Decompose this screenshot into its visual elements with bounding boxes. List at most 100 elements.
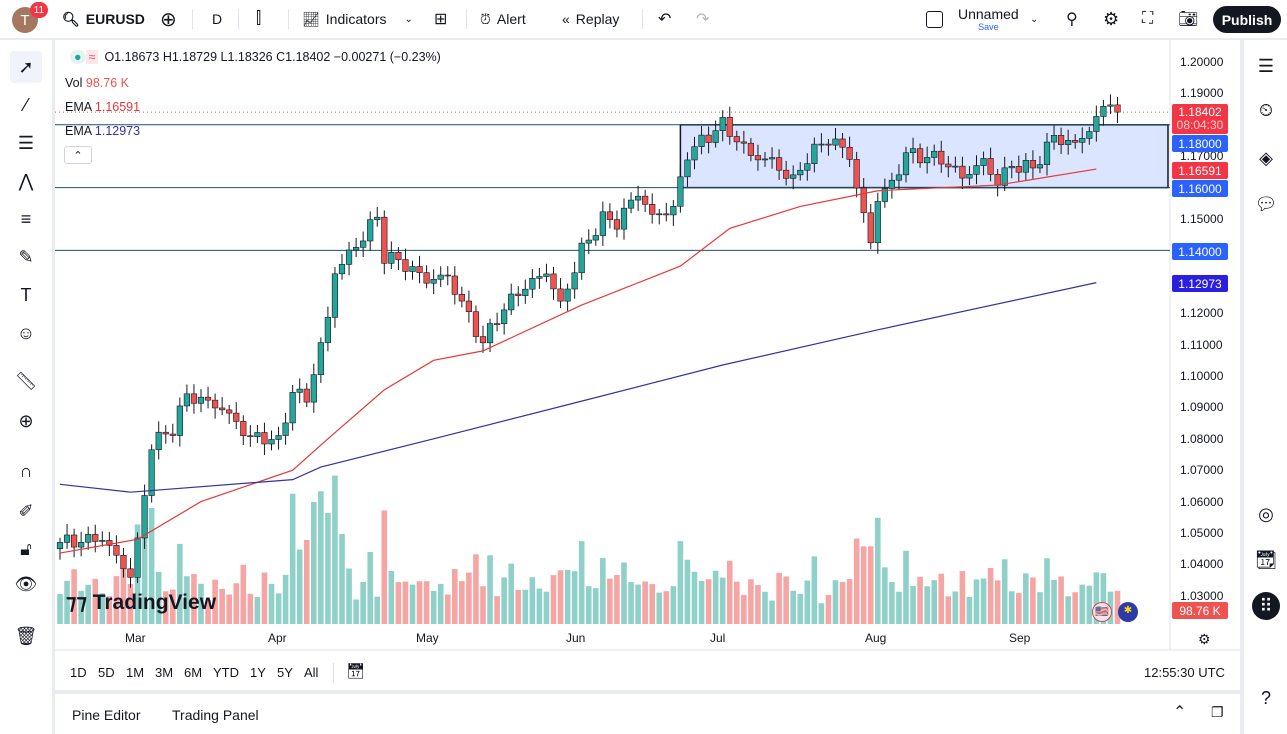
range-1m[interactable]: 1M — [126, 665, 145, 680]
text-icon[interactable]: T — [20, 284, 32, 305]
volume-bar — [1051, 579, 1057, 624]
indicators-button[interactable]: 📈︎ Indicators ⌄ — [302, 0, 413, 38]
candles-icon[interactable]: ⫿ — [256, 10, 262, 27]
candle-body — [472, 311, 480, 337]
redo-icon[interactable]: ↷ — [696, 11, 710, 28]
range-3m[interactable]: 3M — [155, 665, 174, 680]
magnet-icon[interactable]: ∩ — [19, 460, 33, 481]
goto-date-icon[interactable]: 📅︎ — [346, 663, 366, 680]
layout-name-button[interactable]: Unnamed Save — [958, 6, 1019, 32]
volume-bar — [529, 577, 536, 624]
interval-button[interactable]: D — [212, 11, 223, 27]
data-status-icon[interactable]: ≈ — [85, 50, 99, 64]
eu-flag-event-icon[interactable]: ✱ — [1118, 602, 1138, 622]
volume-bar — [381, 510, 388, 624]
ema-long-line — [59, 282, 1097, 493]
pencil-lock-icon[interactable]: ✐ — [18, 500, 34, 521]
candle-body — [501, 309, 508, 325]
candle-body — [902, 152, 910, 176]
candle-body — [642, 195, 649, 205]
candle-body — [790, 174, 797, 179]
volume-bar — [910, 586, 916, 624]
help-icon[interactable]: ? — [1260, 687, 1271, 708]
price-tick: 1.15000 — [1180, 212, 1224, 226]
layers-icon[interactable]: ◈ — [1259, 147, 1273, 168]
candle-body — [275, 435, 282, 440]
clock-timezone[interactable]: 12:55:30 UTC — [1144, 665, 1225, 680]
volume-bar — [938, 573, 945, 624]
candle-body — [712, 130, 719, 143]
us-flag-event-icon[interactable]: 🇺🇸︎ — [1092, 602, 1112, 622]
candle-body — [783, 169, 790, 179]
range-1d[interactable]: 1D — [70, 665, 87, 680]
range-1y[interactable]: 1Y — [250, 665, 266, 680]
notification-badge: 11 — [30, 2, 48, 18]
horizontal-lines-icon[interactable]: ☰ — [17, 132, 35, 153]
legend-ema-2[interactable]: EMA 1.12973 — [65, 124, 141, 138]
candle-body — [543, 273, 550, 277]
replay-button[interactable]: « Replay — [562, 0, 619, 38]
candle-body — [402, 259, 409, 272]
alert-button[interactable]: ⏰︎ Alert — [480, 0, 526, 38]
range-5y[interactable]: 5Y — [277, 665, 293, 680]
legend-volume[interactable]: Vol 98.76 K — [65, 76, 129, 90]
candle-body — [148, 449, 155, 496]
volume-bar — [557, 570, 564, 624]
candle-body — [571, 272, 578, 290]
candle-body — [113, 545, 120, 556]
layout-chevron-icon[interactable]: ⌄ — [1030, 13, 1039, 25]
fullscreen-icon[interactable]: ⛶ — [1142, 10, 1154, 27]
alerts-clock-icon[interactable]: ⏲ — [1258, 99, 1274, 120]
quick-search-icon[interactable]: ⚲ — [1066, 11, 1078, 28]
emoji-icon[interactable]: ☺ — [16, 322, 36, 343]
range-ytd[interactable]: YTD — [213, 665, 239, 680]
layout-checkbox[interactable] — [926, 0, 943, 38]
volume-bar — [959, 571, 966, 624]
fib-icon[interactable]: ≡ — [20, 208, 32, 229]
pattern-icon[interactable]: ⋀ — [18, 170, 34, 191]
axis-settings-icon[interactable]: ⚙ — [1198, 631, 1211, 647]
candle-body — [226, 409, 233, 414]
chevron-up-icon[interactable]: ⌃ — [1173, 704, 1187, 721]
candle-body — [938, 150, 945, 165]
camera-icon[interactable]: 📷︎ — [1178, 11, 1199, 28]
lock-icon[interactable]: 🔓︎ — [20, 538, 32, 559]
candle-body — [909, 148, 917, 154]
apps-grid-icon[interactable]: ⠿ — [1252, 592, 1280, 620]
eye-icon[interactable]: 👁︎ — [14, 573, 38, 594]
trendline-icon[interactable]: ⁄ — [24, 94, 28, 115]
volume-bar — [212, 579, 218, 624]
brush-icon[interactable]: ✎ — [18, 246, 34, 267]
undo-icon[interactable]: ↶ — [658, 11, 672, 28]
range-all[interactable]: All — [304, 665, 319, 680]
templates-icon[interactable]: ⊞ — [434, 11, 448, 28]
x-label: Jun — [566, 631, 586, 645]
volume-bar — [409, 584, 416, 624]
symbol-search[interactable]: 🔍︎ EURUSD — [62, 0, 145, 38]
collapse-legend-icon[interactable]: ⌃ — [64, 146, 92, 164]
calendar-icon[interactable]: 📆︎ — [1254, 549, 1278, 570]
market-status-icon[interactable]: ● — [70, 50, 86, 64]
trash-icon[interactable]: 🗑︎ — [14, 625, 38, 646]
legend-ema-1[interactable]: EMA 1.16591 — [65, 100, 141, 114]
cursor-icon[interactable]: ➚ — [10, 51, 42, 83]
settings-gear-icon[interactable]: ⚙ — [1103, 8, 1120, 29]
ruler-icon[interactable]: 📏︎ — [14, 370, 38, 391]
maximize-icon[interactable]: ❐ — [1211, 704, 1224, 720]
pine-editor-tab[interactable]: Pine Editor — [72, 707, 141, 723]
volume-bar — [825, 594, 832, 624]
volume-bar — [663, 591, 670, 624]
volume-bar — [719, 577, 726, 624]
watchlist-icon[interactable]: ☰ — [1257, 55, 1275, 76]
publish-button[interactable]: Publish — [1213, 6, 1281, 33]
volume-bar — [374, 596, 381, 624]
compare-add-icon[interactable]: ⊕ — [160, 8, 177, 31]
chat-icon[interactable]: 💬︎ — [1254, 193, 1278, 214]
range-6m[interactable]: 6M — [184, 665, 203, 680]
target-icon[interactable]: ◎ — [1258, 503, 1274, 524]
volume-bar — [515, 589, 522, 624]
trading-panel-tab[interactable]: Trading Panel — [172, 707, 259, 723]
range-5d[interactable]: 5D — [98, 665, 115, 680]
zoom-in-icon[interactable]: ⊕ — [18, 410, 34, 431]
